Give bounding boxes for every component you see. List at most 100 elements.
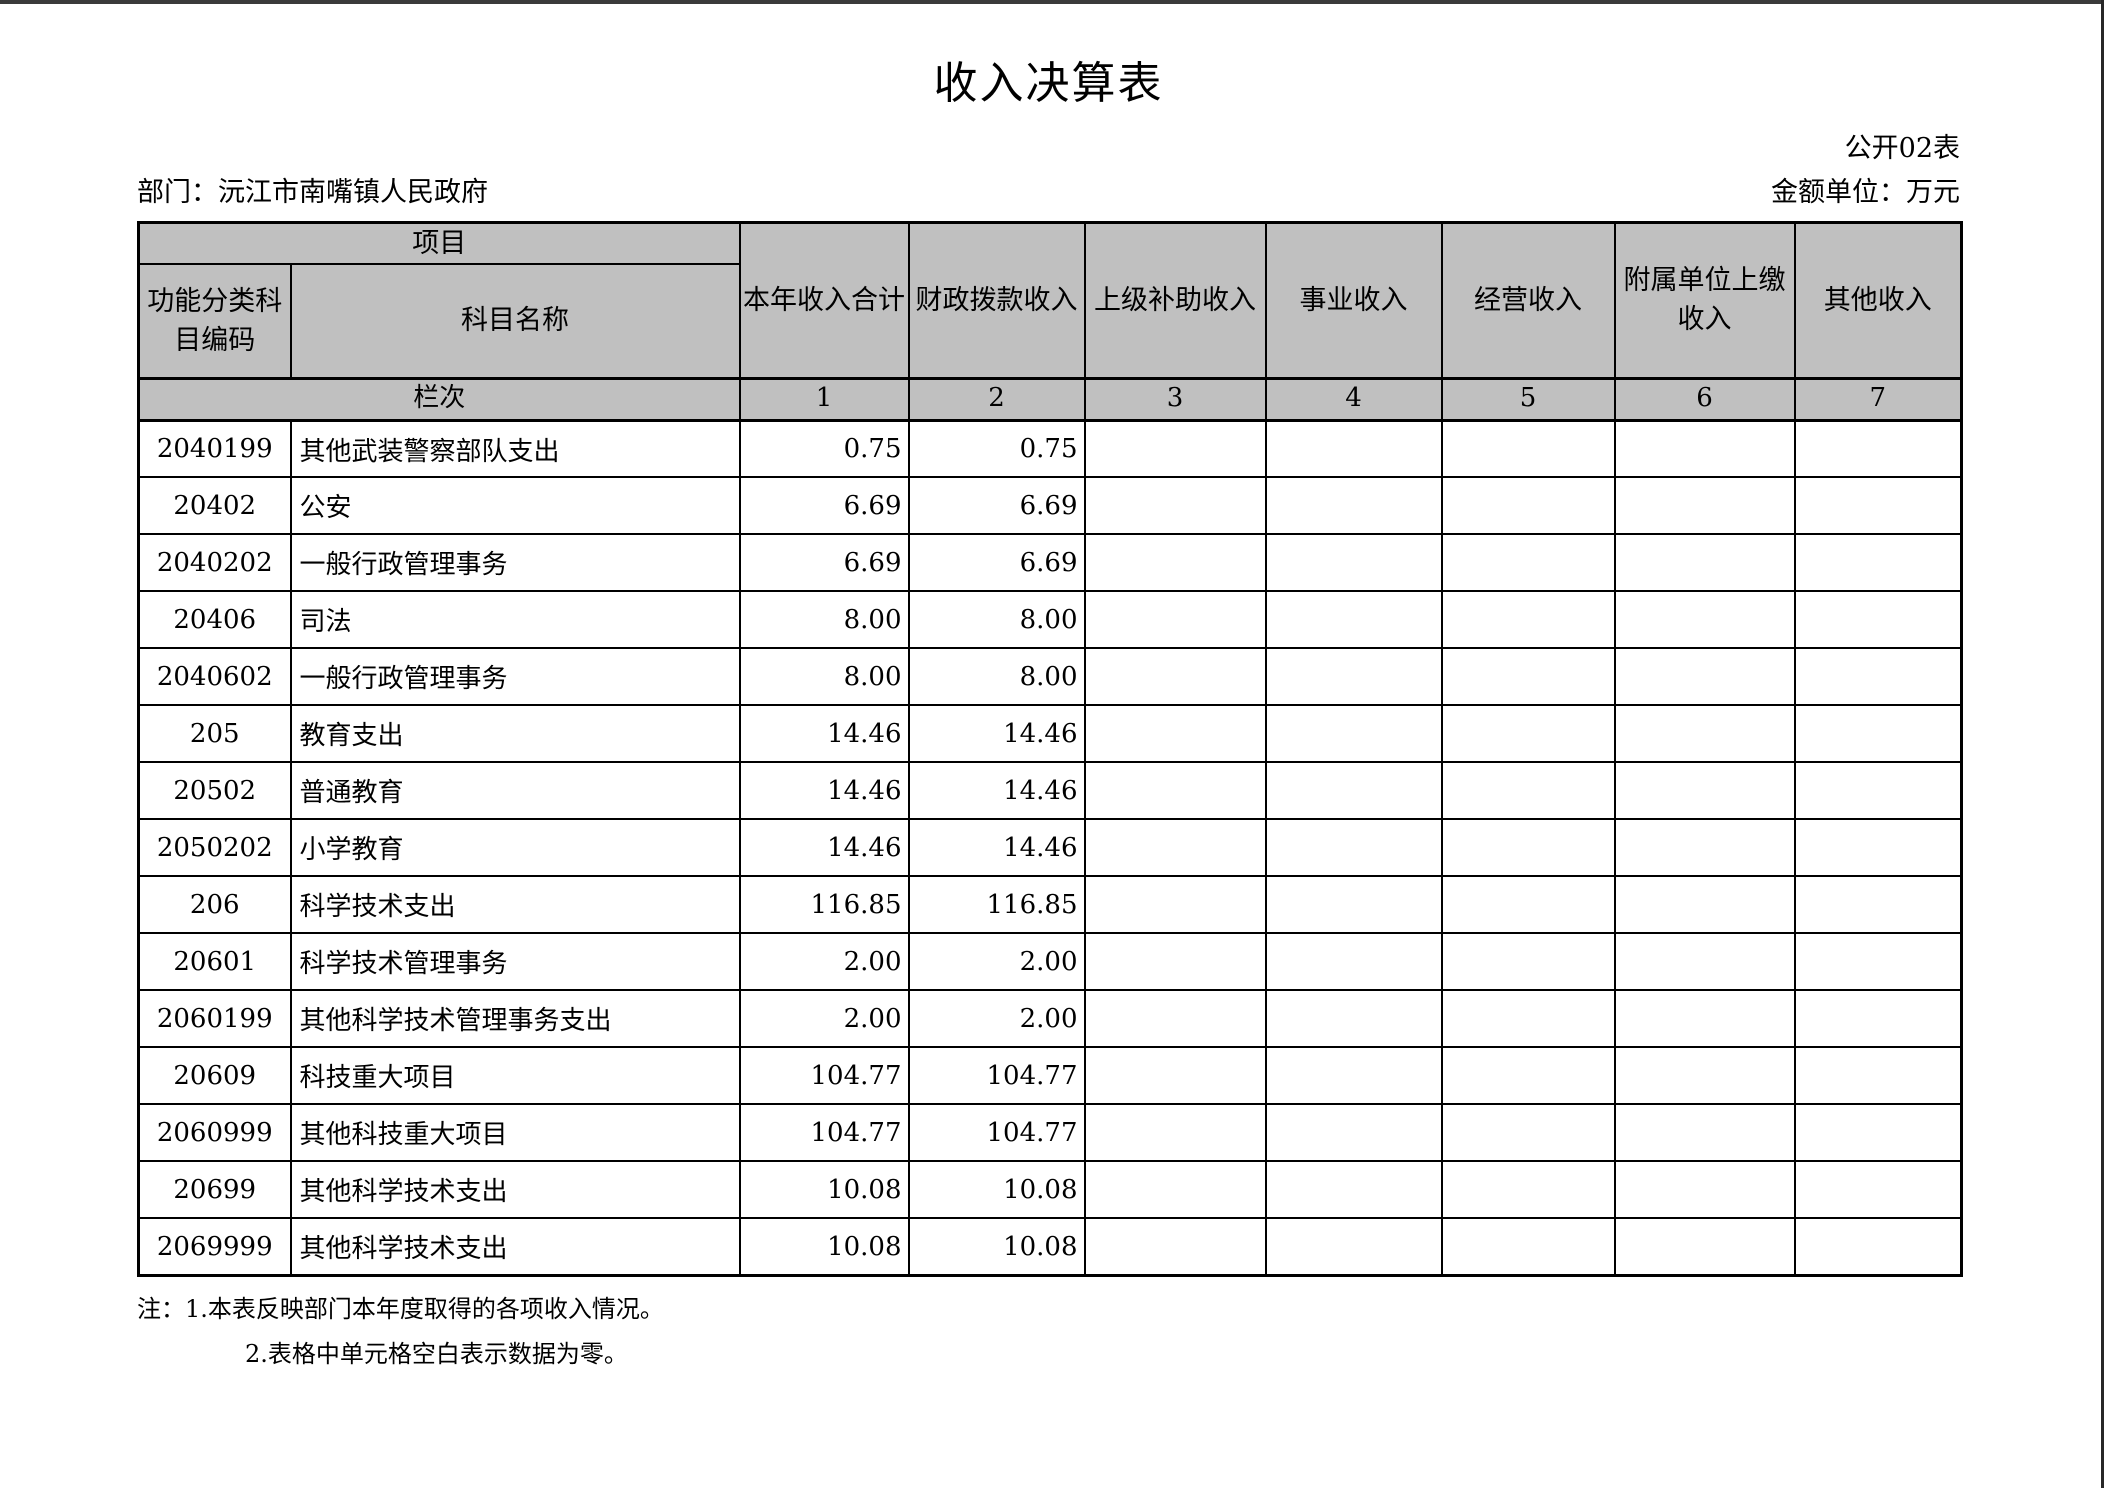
table-header: 项目 本年收入合计 财政拨款收入 上级补助收入 事业收入 经营收入 附属单位上缴… xyxy=(137,221,1963,422)
cell-amount xyxy=(1613,932,1796,992)
cell-amount xyxy=(1083,1217,1267,1277)
cell-amount xyxy=(1793,818,1963,878)
cell-function-code: 2069999 xyxy=(137,1217,292,1277)
cell-amount xyxy=(1264,647,1443,707)
window-right-edge xyxy=(2101,0,2104,1488)
cell-amount: 0.75 xyxy=(738,419,910,479)
column-index: 1 xyxy=(738,376,910,422)
header-subordinate-unit-income: 附属单位上缴收入 xyxy=(1613,221,1796,380)
cell-amount xyxy=(1440,704,1616,764)
cell-amount: 14.46 xyxy=(738,761,910,821)
cell-amount xyxy=(1083,989,1267,1049)
table-row: 20402 公安 6.69 6.69 xyxy=(137,476,1963,536)
table-row: 2069999 其他科学技术支出 10.08 10.08 xyxy=(137,1217,1963,1277)
cell-amount: 6.69 xyxy=(907,533,1086,593)
header-superior-subsidy-income: 上级补助收入 xyxy=(1083,221,1267,380)
cell-amount xyxy=(1613,818,1796,878)
cell-subject-name: 教育支出 xyxy=(289,704,741,764)
table-body: 2040199 其他武装警察部队支出 0.75 0.75 20402 公安 6.69 6.69… xyxy=(137,419,1963,1277)
cell-amount xyxy=(1613,647,1796,707)
header-subject-name: 科目名称 xyxy=(289,263,741,380)
cell-amount: 14.46 xyxy=(738,818,910,878)
cell-amount xyxy=(1440,647,1616,707)
cell-function-code: 20699 xyxy=(137,1160,292,1220)
cell-amount: 2.00 xyxy=(738,989,910,1049)
cell-amount xyxy=(1083,647,1267,707)
column-index: 7 xyxy=(1793,376,1963,422)
cell-function-code: 20502 xyxy=(137,761,292,821)
cell-subject-name: 科学技术管理事务 xyxy=(289,932,741,992)
cell-function-code: 20406 xyxy=(137,590,292,650)
cell-amount: 6.69 xyxy=(907,476,1086,536)
page-title: 收入决算表 xyxy=(933,58,1164,109)
cell-amount xyxy=(1793,1103,1963,1163)
cell-amount xyxy=(1793,1046,1963,1106)
cell-amount xyxy=(1793,1217,1963,1277)
cell-amount xyxy=(1440,875,1616,935)
cell-amount xyxy=(1613,533,1796,593)
header-function-code: 功能分类科目编码 xyxy=(137,263,292,380)
cell-function-code: 2060999 xyxy=(137,1103,292,1163)
cell-function-code: 205 xyxy=(137,704,292,764)
table-row: 20406 司法 8.00 8.00 xyxy=(137,590,1963,650)
cell-amount: 14.46 xyxy=(738,704,910,764)
department-label: 部门：沅江市南嘴镇人民政府 xyxy=(137,177,488,209)
cell-amount: 104.77 xyxy=(738,1046,910,1106)
table-row: 20609 科技重大项目 104.77 104.77 xyxy=(137,1046,1963,1106)
cell-amount xyxy=(1440,476,1616,536)
table-code-label: 公开02表 xyxy=(1844,133,1960,165)
cell-subject-name: 公安 xyxy=(289,476,741,536)
cell-amount xyxy=(1264,989,1443,1049)
cell-amount xyxy=(1440,419,1616,479)
cell-amount xyxy=(1083,875,1267,935)
cell-subject-name: 一般行政管理事务 xyxy=(289,647,741,707)
cell-subject-name: 其他科学技术支出 xyxy=(289,1217,741,1277)
column-index-label: 栏次 xyxy=(137,376,741,422)
cell-amount: 10.08 xyxy=(738,1160,910,1220)
header-institutional-income: 事业收入 xyxy=(1264,221,1443,380)
cell-amount: 8.00 xyxy=(738,647,910,707)
footnotes: 注：1.本表反映部门本年度取得的各项收入情况。 2.表格中单元格空白表示数据为零… xyxy=(137,1295,1960,1369)
column-index: 2 xyxy=(907,376,1086,422)
cell-amount xyxy=(1264,761,1443,821)
cell-amount: 14.46 xyxy=(907,761,1086,821)
cell-amount xyxy=(1264,875,1443,935)
cell-amount xyxy=(1264,1217,1443,1277)
table-row: 20502 普通教育 14.46 14.46 xyxy=(137,761,1963,821)
cell-subject-name: 一般行政管理事务 xyxy=(289,533,741,593)
header-fiscal-appropriation-income: 财政拨款收入 xyxy=(907,221,1086,380)
column-index: 4 xyxy=(1264,376,1443,422)
cell-amount xyxy=(1264,818,1443,878)
cell-amount xyxy=(1613,419,1796,479)
cell-amount xyxy=(1793,932,1963,992)
cell-subject-name: 小学教育 xyxy=(289,818,741,878)
cell-function-code: 2050202 xyxy=(137,818,292,878)
cell-amount xyxy=(1083,1046,1267,1106)
cell-subject-name: 其他科学技术管理事务支出 xyxy=(289,989,741,1049)
cell-amount xyxy=(1793,704,1963,764)
cell-amount: 2.00 xyxy=(907,989,1086,1049)
cell-amount xyxy=(1440,989,1616,1049)
cell-amount xyxy=(1264,590,1443,650)
cell-amount xyxy=(1793,761,1963,821)
table-row: 2060199 其他科学技术管理事务支出 2.00 2.00 xyxy=(137,989,1963,1049)
header-project: 项目 xyxy=(137,221,741,266)
cell-amount xyxy=(1793,476,1963,536)
cell-subject-name: 普通教育 xyxy=(289,761,741,821)
cell-amount: 2.00 xyxy=(738,932,910,992)
cell-amount xyxy=(1793,1160,1963,1220)
unit-label: 金额单位：万元 xyxy=(1771,177,1960,209)
cell-amount xyxy=(1793,875,1963,935)
note-line-1: 注：1.本表反映部门本年度取得的各项收入情况。 xyxy=(137,1294,664,1323)
table-row: 2050202 小学教育 14.46 14.46 xyxy=(137,818,1963,878)
cell-amount xyxy=(1440,1160,1616,1220)
cell-amount xyxy=(1613,704,1796,764)
cell-function-code: 20601 xyxy=(137,932,292,992)
cell-amount xyxy=(1440,590,1616,650)
cell-function-code: 20402 xyxy=(137,476,292,536)
cell-amount xyxy=(1083,590,1267,650)
cell-amount: 104.77 xyxy=(907,1103,1086,1163)
cell-amount xyxy=(1613,761,1796,821)
cell-subject-name: 司法 xyxy=(289,590,741,650)
cell-amount xyxy=(1613,1160,1796,1220)
